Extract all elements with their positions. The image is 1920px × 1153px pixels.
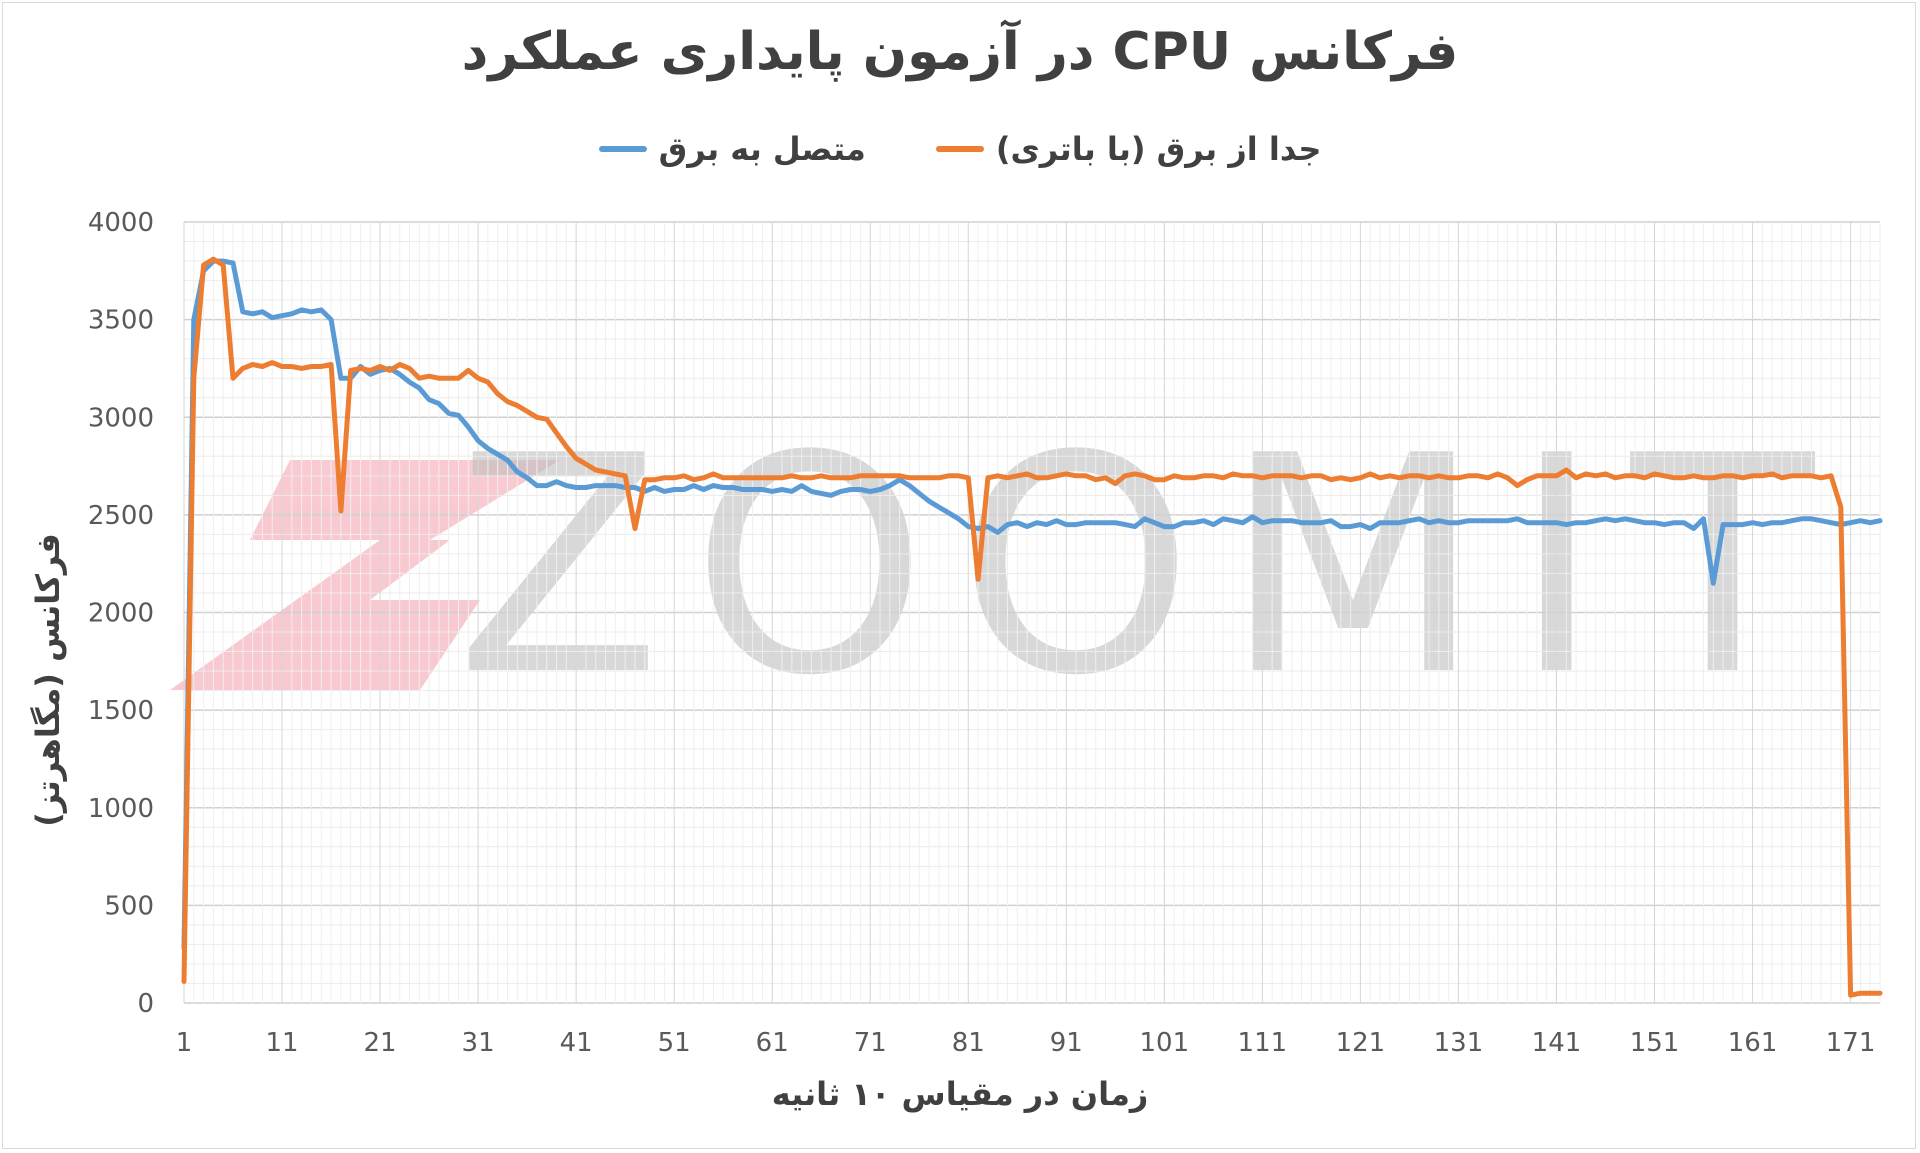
- legend-swatch-plugged: [598, 146, 647, 152]
- y-tick-label: 1000: [88, 794, 154, 824]
- chart-title: فرکانس CPU در آزمون پایداری عملکرد: [461, 22, 1459, 82]
- x-tick-label: 101: [1140, 1028, 1190, 1058]
- y-tick-label: 2000: [88, 599, 154, 629]
- x-tick-label: 71: [854, 1028, 887, 1058]
- legend-item-battery: جدا از برق (با باتری): [935, 130, 1322, 168]
- y-tick-label: 0: [137, 989, 154, 1019]
- legend-swatch-battery: [935, 146, 984, 152]
- x-tick-label: 21: [364, 1028, 397, 1058]
- chart-grid: [183, 221, 1881, 1004]
- series-line-plugged: [181, 258, 1883, 951]
- y-tick-label: 4000: [88, 208, 154, 238]
- x-tick-label: 11: [265, 1028, 298, 1058]
- series-layer: [181, 256, 1883, 998]
- x-tick-label: 111: [1238, 1028, 1288, 1058]
- legend-item-plugged: متصل به برق: [598, 130, 866, 168]
- y-axis-label: فرکانس (مگاهرتز): [29, 533, 67, 827]
- x-axis-ticks: 1 11 21 31 41 51 61 71 81 91 101 111 121 131 141 151 161…: [176, 1028, 1876, 1058]
- x-tick-label: 161: [1728, 1028, 1778, 1058]
- y-tick-label: 2500: [88, 501, 154, 531]
- x-tick-label: 121: [1336, 1028, 1386, 1058]
- x-tick-label: 51: [658, 1028, 691, 1058]
- y-tick-label: 3000: [88, 403, 154, 433]
- x-tick-label: 131: [1434, 1028, 1484, 1058]
- x-tick-label: 61: [756, 1028, 789, 1058]
- x-tick-label: 41: [560, 1028, 593, 1058]
- x-tick-label: 171: [1826, 1028, 1876, 1058]
- x-tick-label: 151: [1630, 1028, 1680, 1058]
- x-tick-label: 31: [462, 1028, 495, 1058]
- y-tick-label: 500: [104, 891, 154, 921]
- legend-label-plugged: متصل به برق: [658, 130, 866, 168]
- x-axis-label: زمان در مقیاس ۱۰ ثانیه: [771, 1075, 1149, 1113]
- legend-label-battery: جدا از برق (با باتری): [995, 130, 1322, 168]
- y-tick-label: 3500: [88, 306, 154, 336]
- chart-legend: متصل به برق جدا از برق (با باتری): [0, 130, 1920, 168]
- x-tick-label: 1: [176, 1028, 193, 1058]
- x-tick-label: 141: [1532, 1028, 1582, 1058]
- y-axis-ticks: 0 500 1000 1500 2000 2500 3000 3500 4000: [88, 208, 154, 1019]
- series-line-battery: [181, 256, 1883, 998]
- x-tick-label: 81: [952, 1028, 985, 1058]
- x-tick-label: 91: [1050, 1028, 1083, 1058]
- y-tick-label: 1500: [88, 696, 154, 726]
